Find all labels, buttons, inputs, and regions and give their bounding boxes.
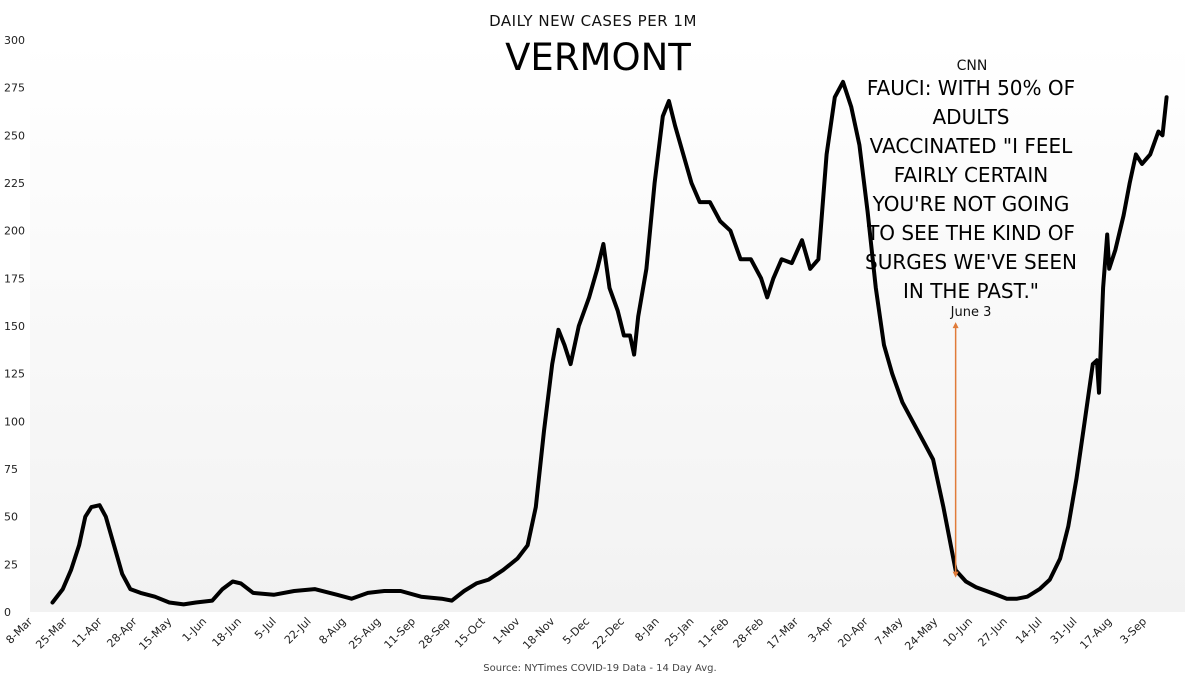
y-tick-label: 50 [4, 511, 18, 524]
annotation-quote-line: YOU'RE NOT GOING [872, 192, 1070, 216]
annotation-source-label: CNN [957, 58, 988, 74]
series-line-14-day-avg [50, 79, 1169, 607]
y-tick-label: 75 [4, 463, 18, 476]
annotation-date-label: June 3 [950, 305, 992, 320]
y-tick-label: 25 [4, 558, 18, 571]
y-tick-label: 175 [4, 272, 25, 285]
chart-source: Source: NYTimes COVID-19 Data - 14 Day A… [483, 663, 716, 674]
y-tick-label: 300 [4, 34, 25, 47]
y-axis-ticks: 0 25 50 75 100 125 150 175 200 225 250 275 300 [4, 34, 25, 619]
y-tick-label: 150 [4, 320, 25, 333]
chart-title: VERMONT [505, 36, 691, 79]
annotation-arrowhead-top [952, 322, 959, 329]
annotation-quote-line: FAUCI: WITH 50% OF [867, 76, 1075, 100]
y-tick-label: 200 [4, 225, 25, 238]
y-tick-label: 225 [4, 177, 25, 190]
annotation-quote-line: FAIRLY CERTAIN [894, 163, 1048, 187]
y-tick-label: 125 [4, 368, 25, 381]
annotation-quote-line: SURGES WE'VE SEEN [865, 250, 1077, 274]
y-tick-label: 100 [4, 415, 25, 428]
plot-area [30, 40, 1185, 612]
y-tick-label: 0 [4, 606, 11, 619]
annotation-quote-line: ADULTS [932, 105, 1009, 129]
annotation-quote-line: TO SEE THE KIND OF [866, 221, 1075, 245]
chart-subtitle: DAILY NEW CASES PER 1M [489, 12, 697, 30]
annotation-quote-line: VACCINATED "I FEEL [870, 134, 1073, 158]
annotation-arrowhead-bottom [952, 571, 959, 578]
y-tick-label: 275 [4, 82, 25, 95]
annotation-quote-line: IN THE PAST." [903, 279, 1039, 303]
y-tick-label: 250 [4, 129, 25, 142]
annotation-quote: FAUCI: WITH 50% OF ADULTS VACCINATED "I FE… [865, 76, 1077, 303]
